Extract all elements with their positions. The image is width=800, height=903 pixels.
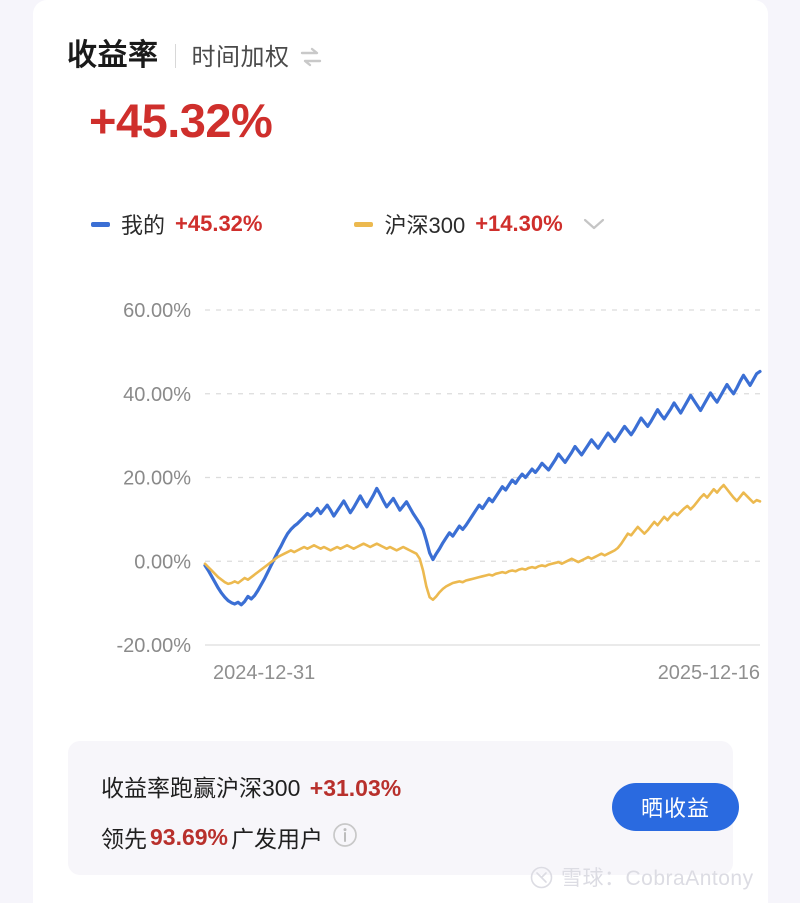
swap-horizontal-icon[interactable] <box>299 46 323 73</box>
legend-label-mine: 我的 <box>121 213 166 238</box>
page-title: 收益率 <box>67 39 159 72</box>
return-method-label: 时间加权 <box>191 44 290 71</box>
x-axis-tick-label: 2024-12-31 <box>213 662 315 684</box>
beat-benchmark-label: 收益率跑赢沪深300 <box>101 775 301 801</box>
app-card: 收益率 时间加权 +45.32% 我的 +45.32% 沪深300 +1 <box>33 0 768 903</box>
legend-item-csi300[interactable]: 沪深300 +14.30% <box>354 208 563 240</box>
chart-legend: 我的 +45.32% 沪深300 +14.30% <box>91 208 607 240</box>
beat-benchmark-value: +31.03% <box>309 775 402 801</box>
y-axis-tick-label: 20.00% <box>123 468 191 490</box>
summary-card: 收益率跑赢沪深300 +31.03% 领先 93.69% 广发用户 晒收益 <box>68 741 739 875</box>
chevron-down-icon[interactable] <box>581 216 607 237</box>
legend-swatch-csi300 <box>354 221 374 227</box>
header-divider <box>174 44 176 68</box>
legend-swatch-mine <box>91 221 110 227</box>
y-axis-tick-label: -20.00% <box>117 635 192 657</box>
percentile-value: 93.69% <box>150 823 229 850</box>
watermark: 雪球：CobraAntony <box>530 862 754 892</box>
legend-value-csi300: +14.30% <box>475 211 563 236</box>
y-axis-tick-label: 60.00% <box>123 300 191 322</box>
legend-value-mine: +45.32% <box>175 211 263 236</box>
watermark-text: 雪球：CobraAntony <box>561 867 754 890</box>
info-circle-icon[interactable] <box>332 822 358 854</box>
percentile-suffix: 广发用户 <box>231 826 324 852</box>
percentile-line: 领先 93.69% 广发用户 <box>101 820 358 854</box>
percentile-prefix: 领先 <box>101 826 147 852</box>
legend-item-mine[interactable]: 我的 +45.32% <box>91 208 262 240</box>
beat-benchmark-line: 收益率跑赢沪深300 +31.03% <box>101 769 404 803</box>
performance-chart-svg[interactable]: 60.00% 40.00% 20.00% 0.00% -20.00% 2024-12-31… <box>33 280 768 700</box>
xueqiu-logo-icon <box>530 866 553 889</box>
share-return-button[interactable]: 晒收益 <box>612 783 739 831</box>
y-axis-tick-label: 40.00% <box>123 384 191 406</box>
page-header: 收益率 时间加权 <box>67 30 323 74</box>
legend-label-csi300: 沪深300 <box>384 213 466 238</box>
chart-series-line <box>203 369 762 607</box>
performance-chart[interactable]: 60.00% 40.00% 20.00% 0.00% -20.00% 2024-12-31… <box>33 280 768 700</box>
total-return-value: +45.32% <box>89 94 273 147</box>
y-axis-tick-label: 0.00% <box>134 551 191 573</box>
chart-series-line <box>203 483 762 602</box>
x-axis-tick-label: 2025-12-16 <box>658 662 760 684</box>
